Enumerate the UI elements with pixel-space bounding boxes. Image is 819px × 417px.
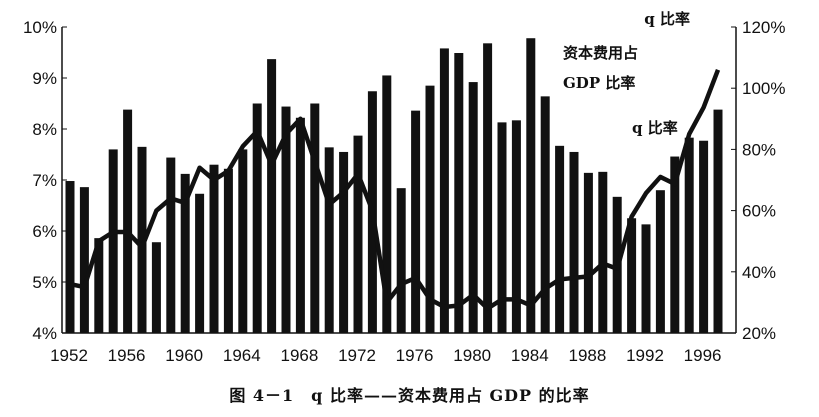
bar-1988 <box>583 172 593 333</box>
bar-1953 <box>79 187 89 333</box>
bar-1961 <box>195 193 205 333</box>
x-tick-label: 1996 <box>684 346 722 365</box>
bar-1986 <box>555 145 565 333</box>
bar-1968 <box>295 117 305 333</box>
bar-1965 <box>252 103 262 333</box>
bar-1957 <box>137 146 147 333</box>
left-tick-label: 9% <box>32 69 57 88</box>
bar-1966 <box>267 59 277 333</box>
bar-1972 <box>353 135 363 333</box>
bar-1958 <box>151 242 161 333</box>
x-tick-label: 1952 <box>50 346 88 365</box>
bar-1993 <box>655 190 665 333</box>
left-tick-label: 6% <box>32 222 57 241</box>
x-tick-label: 1968 <box>280 346 318 365</box>
bar-1992 <box>641 224 651 333</box>
left-tick-label: 5% <box>32 273 57 292</box>
right-axis-title: q 比率 <box>644 10 690 28</box>
q-ratio-line <box>69 69 721 311</box>
bar-1978 <box>439 48 449 334</box>
right-tick-label: 100% <box>742 79 785 98</box>
bar-1977 <box>425 85 435 334</box>
bar-1960 <box>180 173 190 333</box>
bar-1971 <box>339 151 349 333</box>
x-tick-label: 1960 <box>165 346 203 365</box>
bar-1976 <box>411 110 421 333</box>
left-tick-label: 10% <box>23 18 57 37</box>
right-tick-label: 120% <box>742 18 785 37</box>
bar-1985 <box>540 96 550 333</box>
bar-series-label-line2: GDP 比率 <box>563 74 635 92</box>
bar-1956 <box>123 109 133 334</box>
x-tick-label: 1980 <box>453 346 491 365</box>
bar-1989 <box>598 171 608 333</box>
x-tick-label: 1988 <box>568 346 606 365</box>
bar-1974 <box>382 75 392 333</box>
bar-1994 <box>670 156 680 333</box>
bar-1980 <box>468 82 478 333</box>
bar-1954 <box>94 238 104 333</box>
bar-1963 <box>223 168 233 333</box>
bar-1984 <box>526 38 536 333</box>
x-tick-label: 1964 <box>223 346 261 365</box>
left-tick-label: 7% <box>32 171 57 190</box>
bar-1997 <box>713 109 723 334</box>
left-tick-label: 8% <box>32 120 57 139</box>
bar-1996 <box>699 140 709 333</box>
bar-1952 <box>65 181 75 333</box>
combo-chart: 10% 9% 8% 7% 6% 5% 4% 120% 100% 80% 60% 40% 20% 1952 1… <box>23 10 786 365</box>
bar-1987 <box>569 151 579 333</box>
bar-1991 <box>627 218 637 333</box>
bar-1964 <box>238 149 248 333</box>
x-tick-label: 1992 <box>626 346 664 365</box>
x-tick-label: 1956 <box>108 346 146 365</box>
bar-1959 <box>166 157 176 333</box>
bar-1981 <box>483 43 493 333</box>
left-tick-label: 4% <box>32 324 57 343</box>
bar-1955 <box>108 149 118 333</box>
bar-1995 <box>684 137 694 333</box>
bar-1975 <box>396 188 406 333</box>
bar-1982 <box>497 122 507 334</box>
x-tick-label: 1984 <box>511 346 549 365</box>
right-tick-label: 80% <box>742 140 776 159</box>
x-tick-label: 1976 <box>396 346 434 365</box>
right-tick-label: 40% <box>742 263 776 282</box>
bar-1983 <box>511 120 521 333</box>
figure-caption: 图 4－1 q 比率——资本费用占 GDP 的比率 <box>229 386 590 405</box>
right-tick-label: 60% <box>742 202 776 221</box>
bar-1970 <box>324 147 334 333</box>
line-series-label: q 比率 <box>632 119 678 137</box>
bar-series-label-line1: 资本费用占 <box>563 44 638 62</box>
right-tick-label: 20% <box>742 324 776 343</box>
bar-1969 <box>310 103 320 333</box>
bar-1967 <box>281 106 291 333</box>
bar-1962 <box>209 164 219 333</box>
x-tick-label: 1972 <box>338 346 376 365</box>
bar-1979 <box>454 53 464 333</box>
